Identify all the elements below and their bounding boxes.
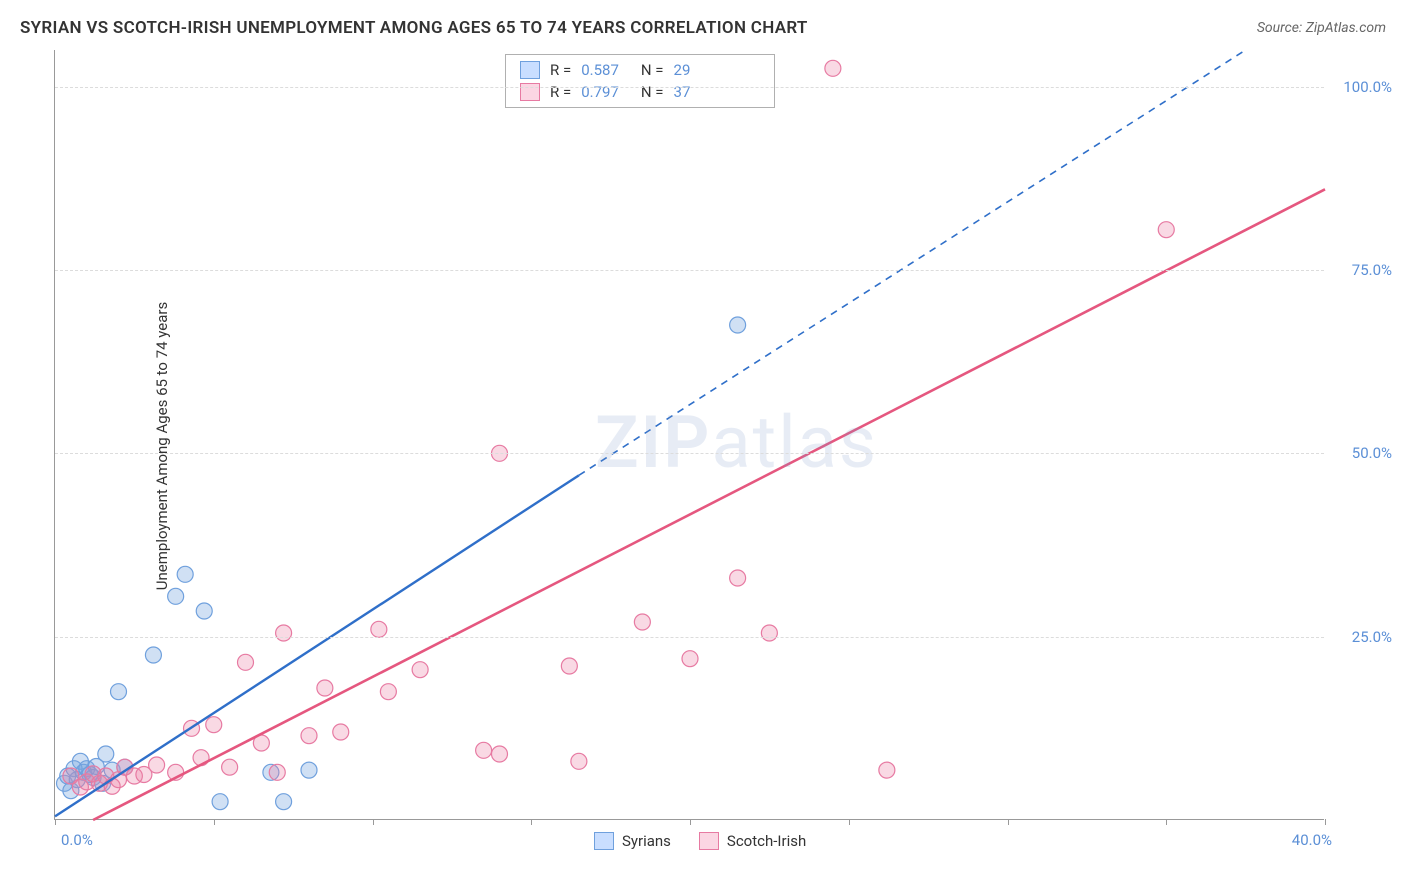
data-point xyxy=(145,647,161,663)
trend-line xyxy=(93,189,1325,820)
x-tick xyxy=(1008,819,1009,825)
y-tick-label: 25.0% xyxy=(1332,628,1392,646)
y-tick-label: 100.0% xyxy=(1332,78,1392,96)
stats-row: R = 0.797N = 37 xyxy=(506,81,774,103)
x-tick xyxy=(373,819,374,825)
legend-item: Syrians xyxy=(594,832,671,850)
data-point xyxy=(168,588,184,604)
legend-swatch xyxy=(594,832,614,850)
x-tick xyxy=(849,819,850,825)
n-value: 29 xyxy=(674,61,691,79)
y-tick-label: 50.0% xyxy=(1332,444,1392,462)
x-tick xyxy=(55,819,56,825)
legend-item: Scotch-Irish xyxy=(699,832,806,850)
data-point xyxy=(333,724,349,740)
x-tick xyxy=(1166,819,1167,825)
x-tick xyxy=(214,819,215,825)
x-tick xyxy=(690,819,691,825)
data-point xyxy=(682,651,698,667)
data-point xyxy=(276,794,292,810)
gridline xyxy=(55,453,1324,454)
source-attribution: Source: ZipAtlas.com xyxy=(1257,20,1386,36)
data-point xyxy=(212,794,228,810)
data-point xyxy=(380,684,396,700)
x-tick xyxy=(531,819,532,825)
x-tick xyxy=(1325,819,1326,825)
data-point xyxy=(825,60,841,76)
n-label: N = xyxy=(641,61,664,79)
data-point xyxy=(269,764,285,780)
data-point xyxy=(301,762,317,778)
data-point xyxy=(98,746,114,762)
data-point xyxy=(561,658,577,674)
x-tick-label: 0.0% xyxy=(61,831,93,849)
data-point xyxy=(222,759,238,775)
data-point xyxy=(412,662,428,678)
data-point xyxy=(634,614,650,630)
chart-title: SYRIAN VS SCOTCH-IRISH UNEMPLOYMENT AMON… xyxy=(20,18,808,38)
data-point xyxy=(371,621,387,637)
data-point xyxy=(476,742,492,758)
data-point xyxy=(492,746,508,762)
data-point xyxy=(301,728,317,744)
data-point xyxy=(196,603,212,619)
data-point xyxy=(149,757,165,773)
data-point xyxy=(111,684,127,700)
stats-row: R = 0.587 N = 29 xyxy=(506,59,774,81)
data-point xyxy=(206,717,222,733)
data-point xyxy=(730,317,746,333)
data-point xyxy=(730,570,746,586)
gridline xyxy=(55,637,1324,638)
gridline xyxy=(55,270,1324,271)
data-point xyxy=(879,762,895,778)
plot-area: ZIPatlas R = 0.587N = 29R = 0.797N = 37 … xyxy=(54,50,1324,820)
data-point xyxy=(571,753,587,769)
data-point xyxy=(276,625,292,641)
series-legend: Syrians Scotch-Irish xyxy=(594,832,806,850)
data-point xyxy=(238,654,254,670)
legend-swatch xyxy=(520,61,540,79)
trend-line xyxy=(55,475,579,816)
data-point xyxy=(317,680,333,696)
data-point xyxy=(1158,222,1174,238)
data-point xyxy=(761,625,777,641)
x-tick-label: 40.0% xyxy=(1292,831,1332,849)
r-value: 0.587 xyxy=(581,61,619,79)
data-point xyxy=(177,566,193,582)
legend-label: Syrians xyxy=(622,832,671,850)
legend-label: Scotch-Irish xyxy=(727,832,806,850)
stats-legend: R = 0.587 N = 29 R = 0.797N = 37 xyxy=(505,54,775,108)
r-label: R = xyxy=(550,61,571,79)
gridline xyxy=(55,87,1324,88)
trend-line-dashed xyxy=(579,50,1246,475)
y-tick-label: 75.0% xyxy=(1332,261,1392,279)
legend-swatch xyxy=(699,832,719,850)
chart-svg xyxy=(55,50,1325,820)
